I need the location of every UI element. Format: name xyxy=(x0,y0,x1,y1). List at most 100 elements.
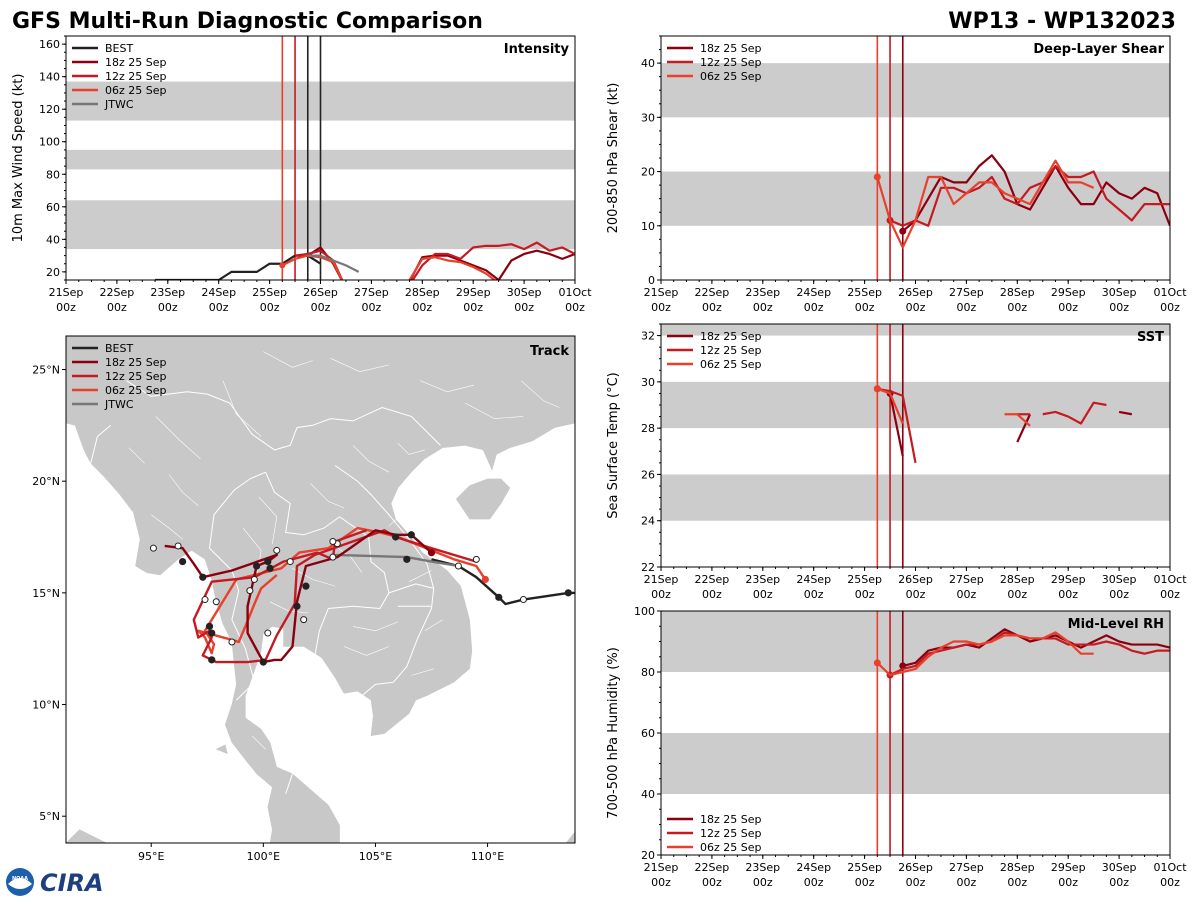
x-tick-hour: 00z xyxy=(906,301,926,314)
x-tick-hour: 00z xyxy=(412,301,432,314)
province-border xyxy=(420,380,475,393)
series-line-r06 xyxy=(876,159,1095,249)
cira-logo: NOAA CIRA xyxy=(6,868,104,897)
legend-label: 18z 25 Sep xyxy=(105,356,167,369)
x-tick-hour: 00z xyxy=(1058,876,1078,889)
x-tick-hour: 00z xyxy=(906,588,926,601)
legend-label: 12z 25 Sep xyxy=(105,70,167,83)
province-border xyxy=(408,570,432,582)
legend-label: 06z 25 Sep xyxy=(700,358,762,371)
lon-tick-label: 105°E xyxy=(359,850,392,863)
x-tick-date: 28Sep xyxy=(1000,286,1035,299)
y-tick-label: 20 xyxy=(641,849,655,862)
x-tick-date: 01Oct xyxy=(1153,286,1187,299)
y-tick-label: 30 xyxy=(641,376,655,389)
track-position-marker xyxy=(212,598,220,606)
track-position-marker xyxy=(250,575,258,583)
noaa-logo-text: NOAA xyxy=(12,876,28,882)
y-tick-label: 80 xyxy=(46,168,60,181)
y-tick-label: 20 xyxy=(46,266,60,279)
y-tick-label: 40 xyxy=(641,57,655,70)
x-tick-hour: 00z xyxy=(804,301,824,314)
threshold-band xyxy=(661,324,1170,336)
country-border xyxy=(285,773,293,795)
track-position-marker xyxy=(481,575,489,584)
x-tick-date: 23Sep xyxy=(745,286,780,299)
threshold-band xyxy=(661,474,1170,521)
y-tick-label: 0 xyxy=(648,274,655,287)
intensity-panel: 20 40 60 80 100 120 140 160 21Sep 00z 22Sep 00z 23Se… xyxy=(11,35,592,314)
x-tick-hour: 00z xyxy=(1058,588,1078,601)
x-tick-hour: 00z xyxy=(855,301,875,314)
x-tick-hour: 00z xyxy=(753,301,773,314)
x-tick-date: 26Sep xyxy=(898,861,933,874)
track-position-marker xyxy=(264,629,272,637)
x-tick-hour: 00z xyxy=(514,301,534,314)
x-tick-date: 22Sep xyxy=(695,286,730,299)
legend-label: 18z 25 Sep xyxy=(700,813,762,826)
series-line-r06 xyxy=(876,387,904,424)
legend-label: 12z 25 Sep xyxy=(700,56,762,69)
y-tick-label: 100 xyxy=(634,605,655,618)
province-border xyxy=(292,568,336,587)
track-position-marker xyxy=(264,557,272,566)
province-border xyxy=(222,380,262,437)
series-line-r18 xyxy=(307,246,575,280)
x-tick-date: 27Sep xyxy=(949,286,984,299)
legend-label: BEST xyxy=(105,42,133,55)
legend-label: JTWC xyxy=(104,98,134,111)
x-tick-date: 21Sep xyxy=(644,573,679,586)
x-tick-hour: 00z xyxy=(753,588,773,601)
x-tick-hour: 00z xyxy=(56,301,76,314)
panel-title: SST xyxy=(1137,330,1164,345)
x-tick-hour: 00z xyxy=(957,301,977,314)
province-border xyxy=(352,445,390,473)
x-tick-date: 21Sep xyxy=(644,286,679,299)
x-tick-hour: 00z xyxy=(702,301,722,314)
x-tick-hour: 00z xyxy=(957,588,977,601)
legend-label: 06z 25 Sep xyxy=(105,384,167,397)
threshold-band xyxy=(661,381,1170,429)
series-start-marker xyxy=(873,659,881,667)
figure-title: GFS Multi-Run Diagnostic Comparison xyxy=(12,9,483,34)
x-tick-date: 29Sep xyxy=(1051,573,1086,586)
shear-panel: 0 10 20 30 40 21Sep 00z 22Sep 00z 23Sep 00z 24Sep 00… xyxy=(606,35,1187,314)
track-position-marker xyxy=(329,537,337,545)
track-position-marker xyxy=(300,616,308,624)
x-tick-date: 26Sep xyxy=(898,573,933,586)
x-tick-date: 26Sep xyxy=(898,286,933,299)
y-tick-label: 40 xyxy=(641,788,655,801)
x-tick-hour: 00z xyxy=(1007,876,1027,889)
track-position-marker xyxy=(329,553,337,561)
x-tick-hour: 00z xyxy=(1007,588,1027,601)
noaa-wave-icon xyxy=(8,878,32,889)
province-border xyxy=(269,601,309,614)
y-tick-label: 24 xyxy=(641,515,655,528)
lat-tick-label: 5°N xyxy=(39,810,60,823)
x-tick-date: 22Sep xyxy=(695,573,730,586)
province-border xyxy=(411,668,434,676)
province-border xyxy=(151,514,183,540)
x-tick-hour: 00z xyxy=(1109,301,1129,314)
x-tick-date: 25Sep xyxy=(847,861,882,874)
x-tick-hour: 00z xyxy=(804,876,824,889)
x-tick-date: 01Oct xyxy=(1153,573,1187,586)
x-tick-hour: 00z xyxy=(702,876,722,889)
country-border xyxy=(90,424,112,464)
track-position-marker xyxy=(178,557,187,566)
track-position-marker xyxy=(199,573,207,581)
y-tick-label: 28 xyxy=(641,422,655,435)
legend-label: 12z 25 Sep xyxy=(700,344,762,357)
x-tick-hour: 00z xyxy=(651,588,671,601)
x-tick-date: 21Sep xyxy=(49,286,84,299)
x-tick-hour: 00z xyxy=(855,876,875,889)
country-border xyxy=(388,583,434,594)
x-tick-date: 27Sep xyxy=(354,286,389,299)
x-tick-hour: 00z xyxy=(855,588,875,601)
x-tick-hour: 00z xyxy=(107,301,127,314)
province-border xyxy=(352,621,399,632)
province-border xyxy=(397,442,425,455)
y-tick-label: 26 xyxy=(641,468,655,481)
x-tick-date: 24Sep xyxy=(201,286,236,299)
legend-label: 06z 25 Sep xyxy=(700,841,762,854)
